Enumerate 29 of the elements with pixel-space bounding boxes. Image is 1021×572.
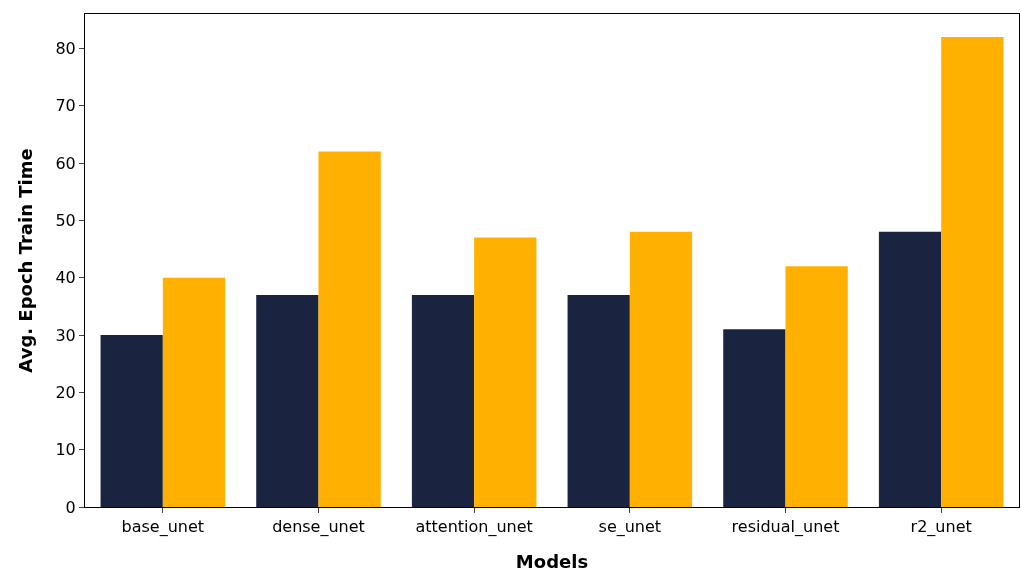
y-tick-label: 10 xyxy=(55,440,76,460)
bar xyxy=(629,231,693,507)
y-tick-label: 0 xyxy=(65,497,76,517)
bar xyxy=(411,294,475,507)
x-tick-label: se_unet xyxy=(598,517,662,538)
x-tick-label: residual_unet xyxy=(731,517,840,538)
bar xyxy=(100,335,163,507)
bar xyxy=(474,237,537,507)
bar xyxy=(256,294,319,507)
y-tick-label: 30 xyxy=(55,325,76,345)
x-tick-label: base_unet xyxy=(121,517,205,538)
y-tick-label: 70 xyxy=(55,96,76,116)
x-tick-label: attention_unet xyxy=(415,517,533,538)
y-tick-label: 60 xyxy=(55,153,76,173)
y-tick-label: 40 xyxy=(55,268,76,288)
bar xyxy=(162,277,226,507)
bar xyxy=(723,329,786,507)
bar xyxy=(878,231,942,507)
x-axis-title: Models xyxy=(515,551,589,572)
x-tick-label: dense_unet xyxy=(272,517,365,538)
bar xyxy=(567,294,630,507)
bar xyxy=(785,266,848,507)
y-tick-label: 80 xyxy=(55,39,76,58)
y-tick-label: 20 xyxy=(55,382,76,402)
y-axis-title: Avg. Epoch Train Time xyxy=(14,148,36,373)
x-tick-label: r2_unet xyxy=(910,517,972,538)
bar xyxy=(941,36,1004,507)
bar xyxy=(318,151,381,507)
y-tick-label: 50 xyxy=(55,210,76,230)
